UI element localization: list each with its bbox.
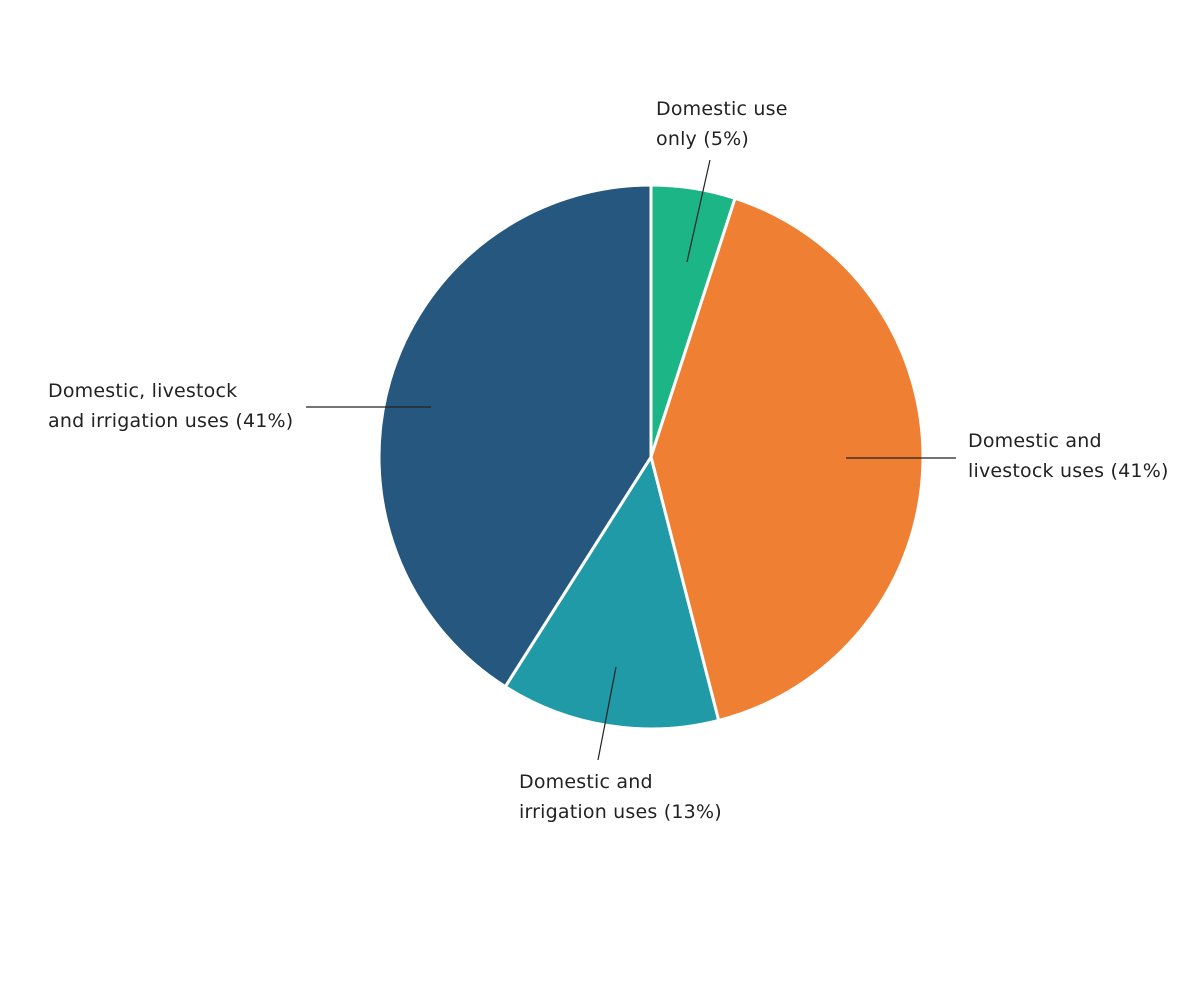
label-domestic-only: Domestic use only (5%) (656, 94, 788, 154)
label-domestic-livestock: Domestic and livestock uses (41%) (968, 426, 1169, 486)
pie-slice (649, 196, 925, 722)
label-line: livestock uses (41%) (968, 460, 1169, 482)
pie-slice (377, 183, 653, 689)
label-line: Domestic and (968, 430, 1102, 452)
label-line: Domestic use (656, 98, 788, 120)
pie-slice (503, 455, 721, 731)
label-domestic-irrigation: Domestic and irrigation uses (13%) (519, 767, 722, 827)
label-line: and irrigation uses (41%) (48, 410, 294, 432)
label-line: only (5%) (656, 128, 749, 150)
label-line: Domestic, livestock (48, 380, 238, 402)
label-line: irrigation uses (13%) (519, 801, 722, 823)
pie-slices (377, 183, 925, 731)
leader-lines (306, 159, 956, 761)
leader-line (686, 159, 711, 263)
label-line: Domestic and (519, 771, 653, 793)
label-domestic-livestock-irrigation: Domestic, livestock and irrigation uses … (48, 376, 293, 436)
leader-line (597, 666, 617, 761)
